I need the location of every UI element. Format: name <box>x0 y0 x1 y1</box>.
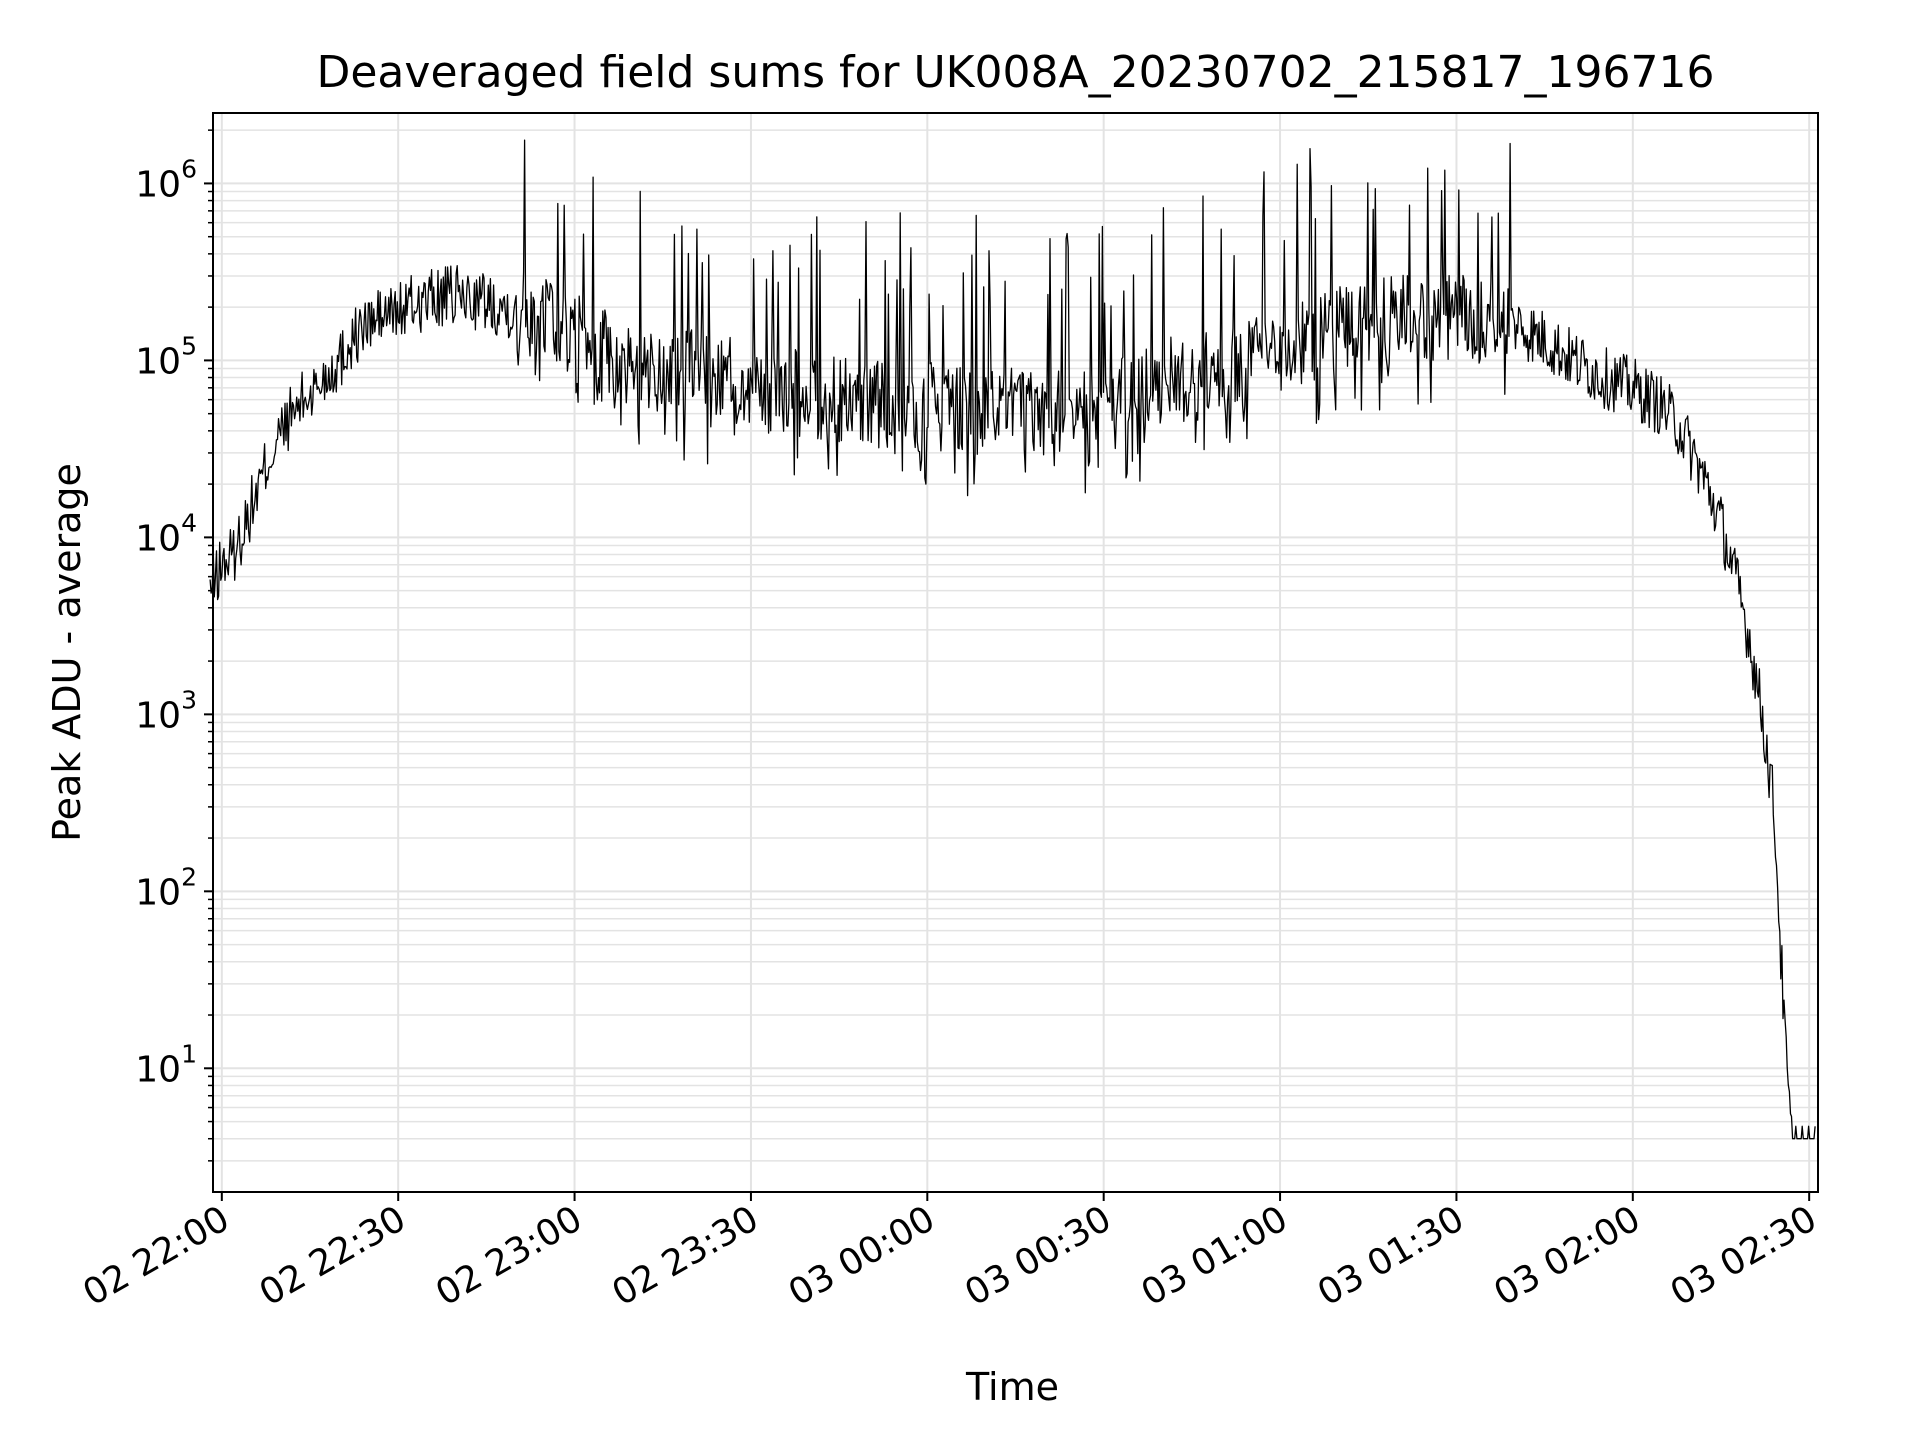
plot-area <box>209 139 1816 1140</box>
data-series-line <box>209 139 1816 1140</box>
y-tick-label: 104 <box>135 508 197 559</box>
chart-title: Deaveraged field sums for UK008A_2023070… <box>316 47 1714 98</box>
plot-frame <box>212 112 1819 1193</box>
grid <box>213 113 1818 1192</box>
y-tick-label: 103 <box>135 685 197 736</box>
y-tick-label: 106 <box>135 154 197 205</box>
y-tick-label: 102 <box>135 862 197 913</box>
y-tick-label: 101 <box>135 1039 197 1090</box>
y-axis-label: Peak ADU - average <box>45 463 89 842</box>
x-axis-label: Time <box>965 1365 1059 1409</box>
y-tick-label: 105 <box>135 331 197 382</box>
